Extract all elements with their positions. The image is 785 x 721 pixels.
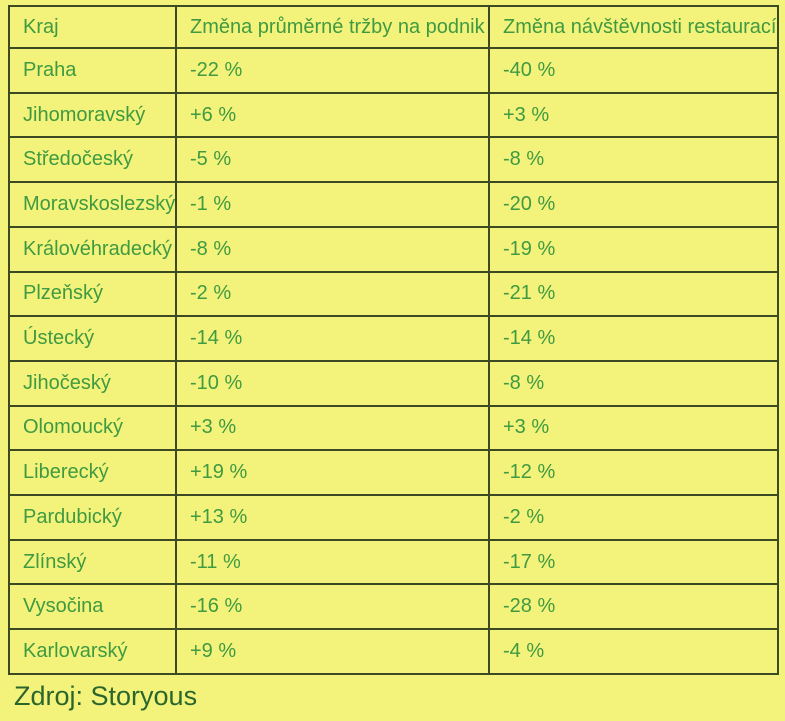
table-row: Moravskoslezský -1 % -20 % (8, 181, 779, 228)
region-cell: Jihomoravský (8, 91, 177, 139)
source-caption: Zdroj: Storyous (14, 681, 198, 711)
table-row: Vysočina -16 % -28 % (8, 583, 779, 631)
table-row: Středočeský -5 % -8 % (8, 136, 779, 184)
revenue-change-cell: +19 % (175, 449, 490, 497)
visits-change-cell: -4 % (488, 628, 779, 675)
visits-change-cell: -40 % (488, 47, 779, 94)
table-row: Ústecký -14 % -14 % (8, 315, 779, 362)
revenue-change-cell: -1 % (175, 181, 490, 228)
visits-change-cell: +3 % (488, 91, 779, 139)
table-row: Olomoucký +3 % +3 % (8, 404, 779, 452)
table-row: Liberecký +19 % -12 % (8, 449, 779, 497)
revenue-change-cell: -2 % (175, 270, 490, 318)
visits-change-cell: -21 % (488, 270, 779, 318)
region-cell: Královéhradecký (8, 225, 177, 273)
revenue-change-cell: +3 % (175, 404, 490, 452)
revenue-change-cell: -14 % (175, 315, 490, 362)
revenue-change-cell: -8 % (175, 225, 490, 273)
revenue-change-cell: -22 % (175, 47, 490, 94)
visits-change-cell: -14 % (488, 315, 779, 362)
region-cell: Zlínský (8, 538, 177, 586)
column-header-revenue-change: Změna průměrné tržby na podnik (175, 5, 490, 49)
visits-change-cell: -28 % (488, 583, 779, 631)
table-row: Praha -22 % -40 % (8, 47, 779, 94)
revenue-change-cell: -16 % (175, 583, 490, 631)
header-row: Kraj Změna průměrné tržby na podnik Změn… (8, 5, 779, 49)
visits-change-cell: -8 % (488, 359, 779, 407)
visits-change-cell: -20 % (488, 181, 779, 228)
region-cell: Karlovarský (8, 628, 177, 675)
table-row: Plzeňský -2 % -21 % (8, 270, 779, 318)
revenue-change-cell: +13 % (175, 494, 490, 541)
visits-change-cell: -17 % (488, 538, 779, 586)
table-row: Zlínský -11 % -17 % (8, 538, 779, 586)
visits-change-cell: -19 % (488, 225, 779, 273)
region-cell: Olomoucký (8, 404, 177, 452)
table-row: Karlovarský +9 % -4 % (8, 628, 779, 675)
revenue-change-cell: -5 % (175, 136, 490, 184)
column-header-region: Kraj (8, 5, 177, 49)
regions-table: Kraj Změna průměrné tržby na podnik Změn… (8, 5, 779, 675)
region-cell: Jihočeský (8, 359, 177, 407)
region-cell: Praha (8, 47, 177, 94)
table-row: Jihomoravský +6 % +3 % (8, 91, 779, 139)
revenue-change-cell: +9 % (175, 628, 490, 675)
region-cell: Ústecký (8, 315, 177, 362)
revenue-change-cell: -11 % (175, 538, 490, 586)
revenue-change-cell: -10 % (175, 359, 490, 407)
column-header-visits-change: Změna návštěvnosti restaurací (488, 5, 779, 49)
table-row: Pardubický +13 % -2 % (8, 494, 779, 541)
visits-change-cell: -12 % (488, 449, 779, 497)
visits-change-cell: +3 % (488, 404, 779, 452)
region-cell: Moravskoslezský (8, 181, 177, 228)
region-cell: Liberecký (8, 449, 177, 497)
region-cell: Pardubický (8, 494, 177, 541)
region-cell: Vysočina (8, 583, 177, 631)
region-cell: Plzeňský (8, 270, 177, 318)
table-row: Jihočeský -10 % -8 % (8, 359, 779, 407)
table-row: Královéhradecký -8 % -19 % (8, 225, 779, 273)
visits-change-cell: -8 % (488, 136, 779, 184)
region-cell: Středočeský (8, 136, 177, 184)
visits-change-cell: -2 % (488, 494, 779, 541)
revenue-change-cell: +6 % (175, 91, 490, 139)
